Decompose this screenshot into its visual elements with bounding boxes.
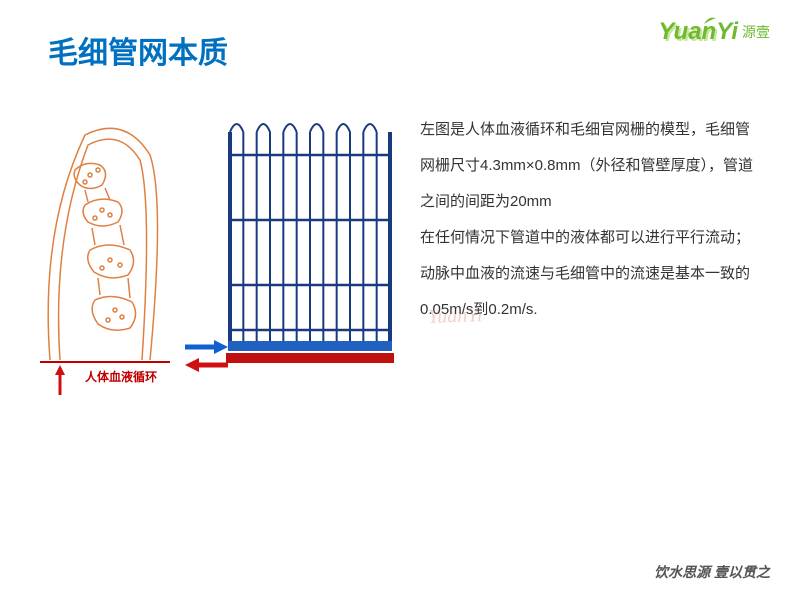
brand-logo: Yuan YuanYi 源壹 xyxy=(658,18,770,46)
description-text: 左图是人体血液循环和毛细官网栅的模型，毛细管网栅尺寸4.3mm×0.8mm（外径… xyxy=(420,112,760,328)
circulation-diagram xyxy=(30,110,180,400)
circulation-label: 人体血液循环 xyxy=(85,368,157,385)
flow-arrows xyxy=(180,335,230,385)
capillary-grid-diagram xyxy=(220,110,420,400)
diagram-area: 人体血液循环 xyxy=(30,110,400,410)
brand-cn: 源壹 xyxy=(742,22,770,42)
leaf-icon xyxy=(702,14,718,26)
footer-slogan: 饮水思源 壹以贯之 xyxy=(654,562,770,582)
brand-latin: Yuan YuanYi xyxy=(658,18,738,46)
page-title: 毛细管网本质 xyxy=(48,28,228,72)
